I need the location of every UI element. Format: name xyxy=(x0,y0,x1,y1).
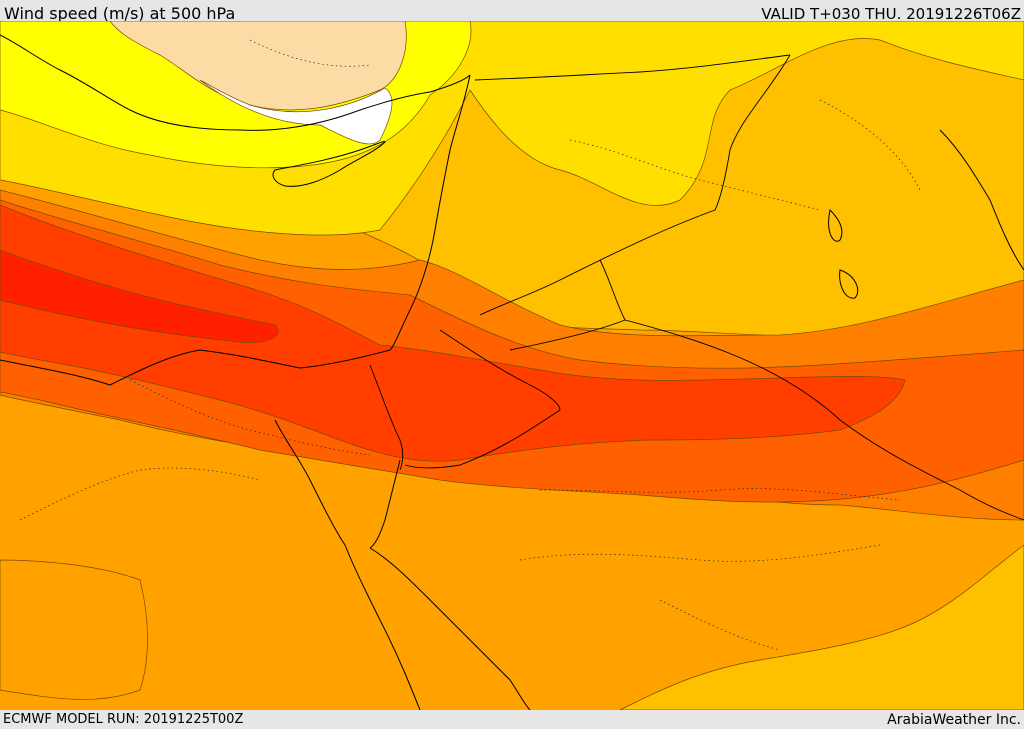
coastline-cyprus xyxy=(272,141,386,187)
footer-bar xyxy=(0,710,1024,729)
border-jordan-saudi xyxy=(509,259,626,351)
admin-line-5 xyxy=(569,139,821,211)
coastlines xyxy=(0,34,1024,710)
admin-line-4 xyxy=(519,544,881,562)
header-bar xyxy=(0,0,1024,21)
map-title: Wind speed (m/s) at 500 hPa xyxy=(4,4,236,23)
admin-line-8 xyxy=(659,599,781,651)
country-borders xyxy=(369,54,1024,521)
border-israel-egypt xyxy=(369,364,404,471)
speed-band-lower-left xyxy=(0,559,148,700)
speed-band-white xyxy=(199,79,393,145)
speed-band-red-orange xyxy=(0,204,906,462)
credit-label: ArabiaWeather Inc. xyxy=(887,712,1021,728)
border-syria-iraq xyxy=(474,54,791,81)
valid-time: VALID T+030 THU. 20191226T06Z xyxy=(761,5,1021,23)
admin-line-2 xyxy=(19,467,261,521)
admin-line-7 xyxy=(819,99,921,191)
border-saudi-iraq-east xyxy=(624,319,1024,521)
speed-band-red xyxy=(0,249,279,343)
coastline-turkey xyxy=(0,34,471,131)
coastline-gulf xyxy=(939,129,1024,271)
coastline-egypt xyxy=(0,349,391,386)
coastline-sinai-east xyxy=(369,459,401,549)
admin-line-6 xyxy=(249,39,371,67)
coastline-levant xyxy=(389,74,471,351)
admin-line-3 xyxy=(539,488,901,501)
admin-line-1 xyxy=(129,379,371,456)
speed-band-tan xyxy=(109,21,407,111)
coastline-sinai-west xyxy=(274,419,421,710)
admin-boundaries xyxy=(19,39,921,651)
speed-band-lower-gold xyxy=(619,544,1024,710)
coastline-east-islands xyxy=(828,208,859,299)
model-run-label: ECMWF MODEL RUN: 20191225T00Z xyxy=(3,712,244,727)
border-iraq-saudi xyxy=(479,54,791,316)
wind-speed-map[interactable] xyxy=(0,21,1024,710)
border-jordan-east xyxy=(404,329,561,469)
coastline-red-sea-east xyxy=(369,547,531,710)
